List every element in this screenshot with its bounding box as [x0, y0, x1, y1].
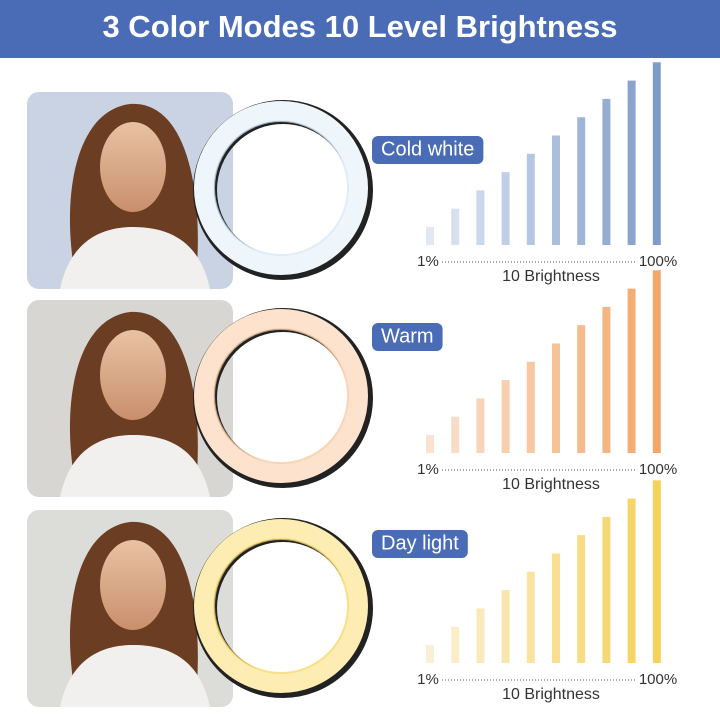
mode-label: Day light: [381, 532, 459, 554]
brightness-bar: [426, 435, 434, 453]
min-label: 1%: [417, 461, 439, 478]
brightness-bar: [426, 227, 434, 245]
brightness-bar: [501, 590, 510, 663]
brightness-bar: [627, 80, 636, 245]
brightness-bar: [602, 306, 611, 453]
max-label: 100%: [639, 461, 677, 478]
axis-label: 10 Brightness: [502, 686, 600, 703]
brightness-bar: [451, 416, 460, 453]
brightness-bar: [476, 190, 485, 245]
brightness-bar: [526, 361, 535, 453]
brightness-bar: [577, 535, 586, 663]
brightness-bar: [627, 288, 636, 453]
axis-label: 10 Brightness: [502, 476, 600, 493]
brightness-bar: [652, 270, 661, 453]
brightness-bar: [476, 608, 485, 663]
brightness-bar: [552, 553, 560, 663]
brightness-bar: [451, 208, 460, 245]
brightness-bar: [577, 325, 586, 453]
modes: Cold white 1% 100% 10 Brightness Warm 1% 100% 1…: [27, 62, 677, 707]
mode-row: Day light 1% 100% 10 Brightness: [27, 480, 677, 707]
max-label: 100%: [639, 671, 677, 688]
brightness-bar: [501, 172, 510, 245]
face: [100, 540, 166, 630]
mode-label-pill: [372, 136, 484, 164]
min-label: 1%: [417, 671, 439, 688]
ring-glow: [213, 328, 349, 464]
brightness-bar: [652, 62, 661, 245]
ring-light: [194, 309, 368, 483]
brightness-bar: [602, 98, 611, 246]
brightness-bar: [602, 516, 611, 663]
face: [100, 330, 166, 420]
brightness-bar: [526, 153, 535, 245]
ring-glow: [213, 538, 349, 674]
brightness-bar: [577, 117, 586, 245]
mode-label-pill: [372, 323, 443, 351]
ring-light: [194, 101, 368, 275]
brightness-bar: [476, 398, 485, 453]
mode-row: Warm 1% 100% 10 Brightness: [27, 270, 677, 497]
mode-label-pill: [372, 530, 468, 558]
brightness-bar: [426, 645, 434, 663]
title-bar: [0, 0, 720, 58]
min-label: 1%: [417, 253, 439, 270]
max-label: 100%: [639, 253, 677, 270]
ring-light: [194, 519, 368, 693]
brightness-bar: [526, 571, 535, 663]
mode-label: Warm: [381, 325, 434, 347]
sweater: [60, 645, 210, 707]
brightness-bar: [552, 135, 560, 245]
brightness-bar: [627, 498, 636, 663]
mode-row: Cold white 1% 100% 10 Brightness: [27, 62, 677, 290]
mode-label: Cold white: [381, 138, 474, 160]
axis-label: 10 Brightness: [502, 268, 600, 285]
sweater: [60, 435, 210, 497]
brightness-bar: [451, 626, 460, 663]
brightness-bar: [652, 480, 661, 663]
brightness-bar: [501, 380, 510, 453]
face: [100, 122, 166, 212]
title: 3 Color Modes 10 Level Brightness: [102, 9, 617, 44]
brightness-bar: [552, 343, 560, 453]
sweater: [60, 227, 210, 289]
ring-glow: [213, 120, 349, 256]
